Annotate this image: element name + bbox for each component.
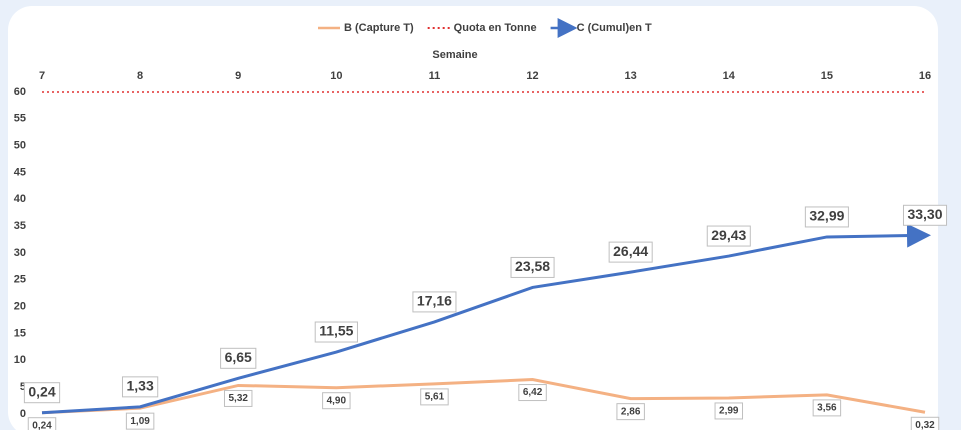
value-label-box: [518, 384, 547, 402]
y-tick-label: 60: [14, 86, 26, 98]
value-label-box: [706, 225, 751, 247]
x-tick-label: 14: [723, 70, 736, 82]
value-label-box: [608, 241, 653, 263]
value-label: 33,30: [907, 206, 942, 222]
value-label-box: [121, 376, 159, 398]
series-line: [41, 378, 926, 415]
value-label: 1,09: [130, 416, 150, 427]
value-label: 5,61: [425, 392, 445, 403]
value-label-box: [420, 388, 449, 406]
value-label-box: [804, 206, 849, 228]
x-tick-label: 8: [137, 70, 143, 82]
y-tick-label: 15: [14, 327, 26, 339]
value-label-box: [314, 321, 358, 343]
value-label: 1,33: [126, 378, 153, 394]
value-label: 29,43: [711, 227, 746, 243]
series-line: [41, 223, 931, 415]
y-tick-label: 20: [14, 301, 26, 313]
y-tick-label: 30: [14, 247, 26, 259]
value-label: 23,58: [515, 258, 550, 274]
value-label: 3,56: [817, 403, 837, 414]
value-label: 6,65: [225, 349, 252, 365]
x-tick-label: 7: [39, 70, 45, 82]
x-tick-label: 9: [235, 70, 241, 82]
y-tick-label: 0: [20, 408, 26, 420]
value-label: 6,42: [523, 387, 543, 398]
value-label: 11,55: [319, 323, 353, 339]
x-tick-label: 15: [821, 70, 833, 82]
y-tick-label: 25: [14, 274, 26, 286]
value-label-box: [910, 416, 940, 430]
x-tick-label: 11: [429, 70, 441, 82]
value-label: 0,24: [32, 420, 52, 430]
x-tick-label: 10: [330, 70, 342, 82]
value-label: 17,16: [417, 293, 452, 309]
value-label: 2,99: [719, 406, 739, 417]
card: [8, 6, 938, 430]
value-label-box: [27, 417, 57, 430]
legend-label: C (Cumul)en T: [577, 22, 652, 34]
legend-label: B (Capture T): [344, 22, 414, 34]
value-label-box: [412, 291, 457, 313]
legend-label: Quota en Tonne: [454, 22, 537, 34]
y-tick-label: 40: [14, 193, 26, 205]
value-label-box: [322, 392, 351, 410]
value-label-box: [223, 389, 253, 407]
y-tick-label: 5: [20, 381, 26, 393]
y-tick-label: 45: [14, 166, 26, 178]
value-label-box: [616, 403, 645, 421]
value-label-box: [812, 399, 842, 417]
x-tick-label: 16: [919, 70, 931, 82]
value-label-box: [220, 347, 257, 369]
value-label-box: [125, 412, 155, 430]
value-label: 0,32: [915, 420, 935, 430]
value-label-box: [510, 256, 555, 278]
value-label: 0,24: [28, 383, 55, 399]
value-label: 26,44: [613, 243, 648, 259]
x-tick-label: 12: [526, 70, 538, 82]
value-label: 2,86: [621, 406, 641, 417]
value-label: 32,99: [809, 208, 844, 224]
value-label-box: [23, 382, 61, 404]
value-label-box: [902, 204, 948, 226]
value-label: 5,32: [228, 393, 248, 404]
value-label-box: [714, 402, 744, 420]
y-tick-label: 10: [14, 354, 26, 366]
y-tick-label: 50: [14, 140, 26, 152]
y-tick-label: 55: [14, 113, 26, 125]
y-tick-label: 35: [14, 220, 26, 232]
x-tick-label: 13: [625, 70, 637, 82]
x-axis-title: Semaine: [432, 49, 477, 61]
value-label: 4,90: [327, 395, 347, 406]
